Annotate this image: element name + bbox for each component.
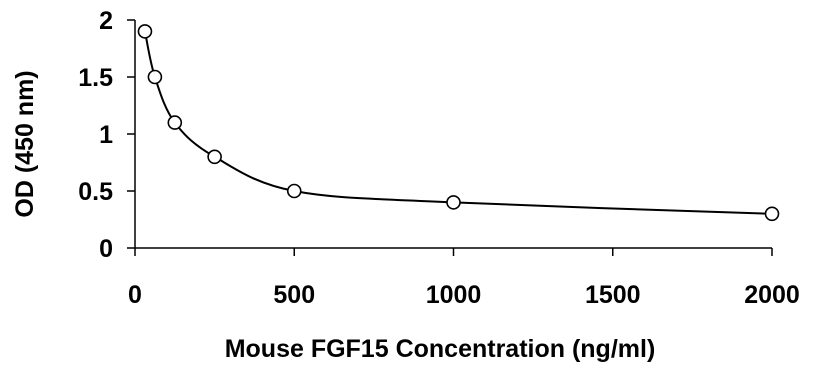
x-tick-label: 500 (273, 281, 315, 309)
x-ticks: 0 500 1000 1500 2000 (128, 248, 800, 309)
y-tick-label: 0 (99, 235, 113, 263)
data-point (147, 69, 163, 85)
y-tick-label: 0.5 (78, 178, 113, 206)
y-tick-label: 1 (99, 121, 113, 149)
x-axis: 0 500 1000 1500 2000 (128, 247, 800, 309)
data-point (286, 183, 302, 199)
x-tick-label: 2000 (744, 281, 800, 309)
data-point (207, 149, 222, 165)
y-axis: 0 0.5 1 1.5 2 (78, 7, 136, 263)
plot-area (137, 24, 780, 222)
x-tick-label: 1000 (426, 281, 482, 309)
x-tick-label: 1500 (585, 281, 641, 309)
x-axis-label: Mouse FGF15 Concentration (ng/ml) (225, 335, 656, 363)
x-tick-label: 0 (128, 281, 142, 309)
data-point (446, 195, 461, 210)
y-tick-label: 1.5 (78, 64, 113, 92)
y-ticks: 0 0.5 1 1.5 2 (78, 7, 135, 263)
data-point (137, 24, 153, 39)
y-axis-label: OD (450 nm) (11, 70, 39, 217)
data-point (167, 115, 183, 130)
y-tick-label: 2 (99, 7, 113, 35)
data-point (764, 206, 780, 222)
series-line (143, 31, 773, 215)
